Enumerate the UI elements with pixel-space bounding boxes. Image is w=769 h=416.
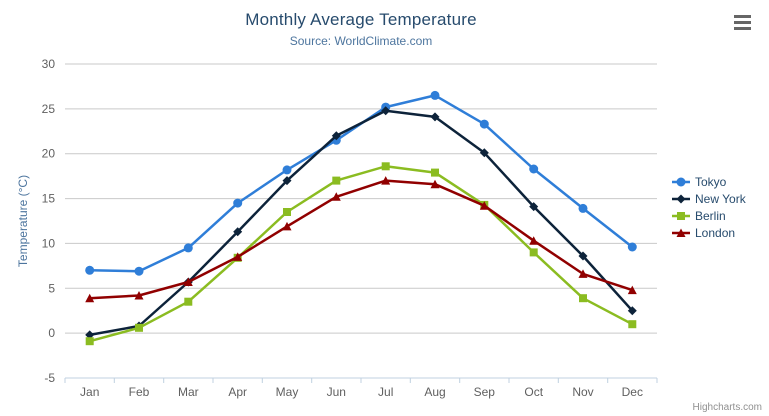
legend-marker-shape-berlin[interactable]	[677, 212, 685, 220]
data-point-tokyo[interactable]	[183, 243, 193, 253]
data-point-tokyo[interactable]	[282, 165, 292, 175]
data-point-tokyo[interactable]	[233, 198, 243, 208]
data-point-berlin[interactable]	[283, 208, 291, 216]
y-tick-label: 0	[48, 326, 55, 340]
y-tick-label: 15	[42, 192, 56, 206]
legend-marker-tokyo	[672, 177, 690, 187]
y-tick-label: 25	[42, 102, 56, 116]
data-point-new-york[interactable]	[479, 148, 489, 158]
x-tick-label: Apr	[228, 385, 247, 399]
legend-label-new-york: New York	[695, 192, 746, 206]
x-tick-label: Aug	[424, 385, 445, 399]
highcharts-credit-link[interactable]: Highcharts.com	[692, 402, 762, 413]
x-tick-label: Oct	[524, 385, 543, 399]
series-line-london[interactable]	[89, 179, 633, 300]
x-tick-label: Mar	[178, 385, 199, 399]
y-tick-label: 5	[48, 281, 55, 295]
x-tick-label: Jul	[378, 385, 393, 399]
series-line-berlin[interactable]	[89, 165, 633, 343]
data-point-london[interactable]	[134, 291, 144, 300]
legend-marker-shape-tokyo[interactable]	[676, 177, 686, 187]
data-point-new-york[interactable]	[578, 251, 588, 261]
legend-marker-new-york	[672, 194, 690, 204]
data-point-berlin[interactable]	[579, 294, 587, 303]
legend-label-berlin: Berlin	[695, 209, 726, 223]
data-point-london[interactable]	[627, 285, 637, 295]
series-line-tokyo[interactable]	[89, 94, 634, 273]
legend-item-london[interactable]: London	[672, 226, 746, 240]
data-point-berlin[interactable]	[135, 323, 143, 332]
x-tick-label: Jan	[80, 385, 99, 399]
x-tick-label: Dec	[622, 385, 643, 399]
data-point-tokyo[interactable]	[578, 203, 588, 213]
data-point-new-york[interactable]	[233, 227, 243, 237]
data-point-london[interactable]	[381, 176, 391, 185]
legend-marker-london	[672, 228, 690, 238]
data-point-london[interactable]	[430, 179, 440, 189]
data-point-berlin[interactable]	[529, 248, 538, 257]
data-point-london[interactable]	[578, 269, 588, 278]
data-point-london[interactable]	[529, 236, 539, 245]
data-point-new-york[interactable]	[85, 330, 95, 340]
data-point-tokyo[interactable]	[479, 119, 489, 129]
x-tick-label: Sep	[474, 385, 496, 399]
data-point-new-york[interactable]	[430, 112, 440, 122]
legend-marker-shape-london[interactable]	[676, 228, 686, 238]
legend-item-berlin[interactable]: Berlin	[672, 209, 746, 223]
data-point-new-york[interactable]	[627, 306, 637, 316]
data-point-berlin[interactable]	[431, 168, 439, 177]
data-point-london[interactable]	[331, 192, 341, 201]
data-point-berlin[interactable]	[381, 162, 390, 171]
legend-item-tokyo[interactable]: Tokyo	[672, 175, 746, 189]
legend-label-london: London	[695, 226, 736, 240]
chart-subtitle: Source: WorldClimate.com	[289, 34, 433, 48]
x-tick-label: Nov	[572, 385, 593, 399]
data-point-london[interactable]	[282, 221, 292, 231]
legend-marker-shape-new-york[interactable]	[676, 194, 686, 204]
y-tick-label: 10	[42, 236, 56, 250]
legend-label-tokyo: Tokyo	[695, 175, 727, 189]
data-point-new-york[interactable]	[282, 176, 292, 186]
data-point-berlin[interactable]	[332, 176, 341, 185]
hamburger-icon[interactable]	[732, 13, 753, 32]
data-point-tokyo[interactable]	[627, 242, 637, 252]
data-point-new-york[interactable]	[331, 131, 341, 141]
data-point-berlin[interactable]	[184, 297, 193, 306]
data-point-new-york[interactable]	[381, 106, 391, 116]
y-tick-label: 20	[42, 147, 56, 161]
data-point-london[interactable]	[479, 201, 489, 210]
legend-marker-berlin	[672, 212, 690, 220]
chart-title: Monthly Average Temperature	[245, 10, 477, 29]
data-point-london[interactable]	[233, 252, 243, 261]
data-point-tokyo[interactable]	[134, 266, 144, 276]
data-point-tokyo[interactable]	[85, 265, 95, 275]
data-point-london[interactable]	[85, 293, 95, 303]
series-line-new-york[interactable]	[89, 109, 634, 337]
x-tick-label: Jun	[327, 385, 346, 399]
x-tick-label: Feb	[129, 385, 150, 399]
legend: Tokyo New York Berlin London	[672, 175, 746, 240]
data-point-berlin[interactable]	[628, 320, 637, 329]
data-point-tokyo[interactable]	[529, 164, 539, 174]
legend-item-new-york[interactable]: New York	[672, 192, 746, 206]
x-tick-label: May	[276, 385, 299, 399]
y-tick-label: 30	[42, 57, 56, 71]
y-tick-label: -5	[44, 371, 55, 385]
data-point-berlin[interactable]	[85, 337, 94, 346]
data-point-london[interactable]	[183, 277, 193, 287]
data-point-new-york[interactable]	[529, 202, 539, 212]
data-point-tokyo[interactable]	[430, 90, 440, 100]
